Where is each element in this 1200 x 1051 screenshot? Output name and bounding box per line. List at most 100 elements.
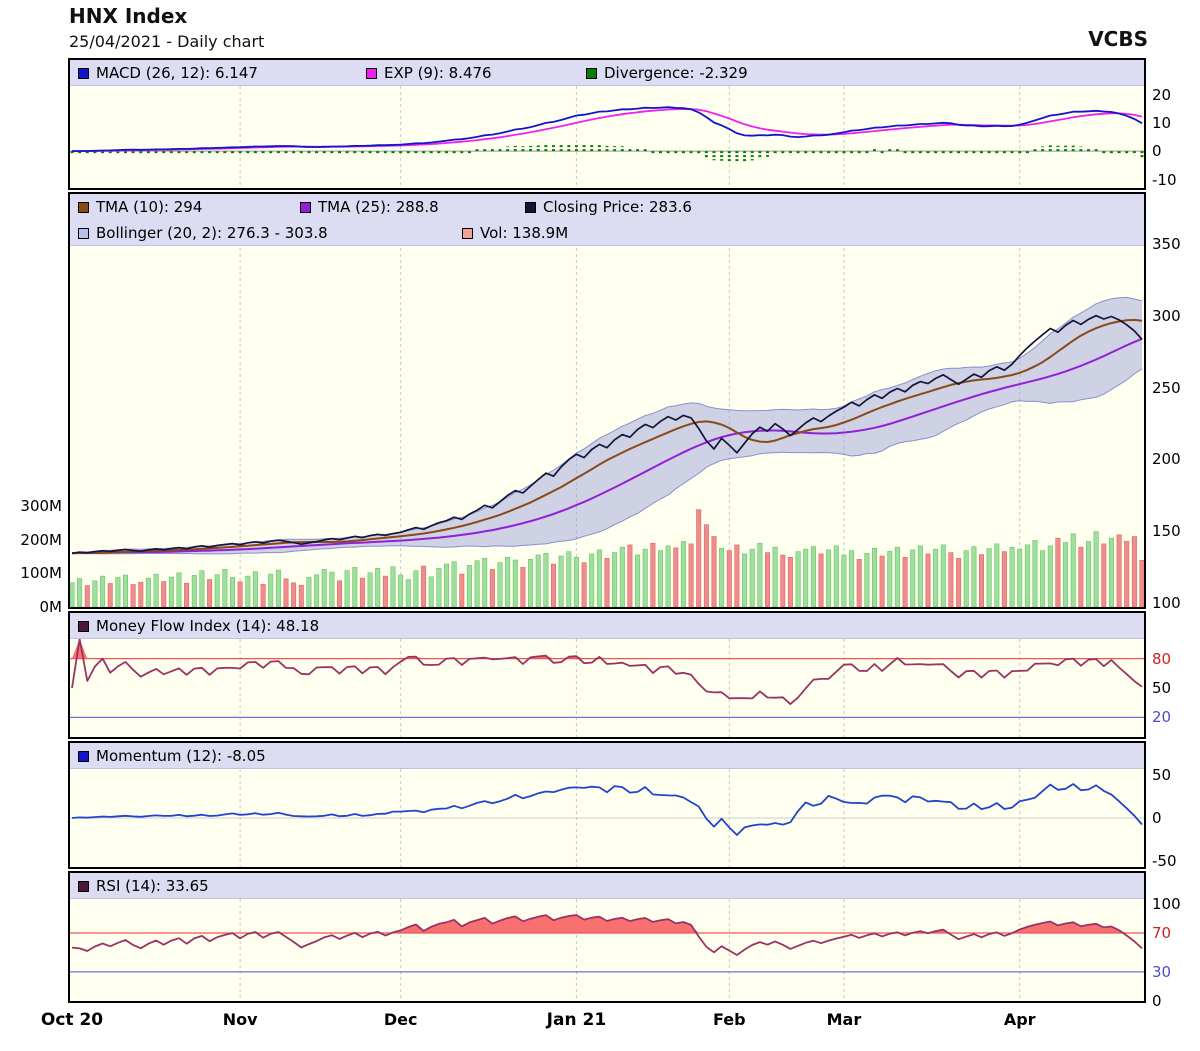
- volume-bar: [199, 570, 205, 607]
- mfi-legend-swatch: [78, 620, 89, 632]
- volume-bar: [512, 559, 518, 607]
- volume-bar: [214, 574, 220, 607]
- volume-bar: [1024, 544, 1030, 607]
- volume-bar: [642, 548, 648, 607]
- price-axis-label: 300: [1152, 306, 1181, 325]
- volume-bar: [1078, 546, 1084, 607]
- volume-bar: [573, 556, 579, 607]
- tma10-legend: TMA (10): 294: [78, 194, 202, 220]
- volume-bar: [443, 563, 449, 607]
- volume-bar: [398, 574, 404, 607]
- price-axis-label: 150: [1152, 521, 1181, 540]
- volume-bar: [986, 548, 992, 607]
- momentum-legend-bar: Momentum (12): -8.05: [70, 743, 1144, 769]
- volume-bar: [849, 550, 855, 607]
- rsi-axis-label: 70: [1152, 924, 1172, 942]
- volume-bar: [130, 584, 136, 607]
- macd-panel: MACD (26, 12): 6.147 EXP (9): 8.476 Diverg…: [68, 58, 1146, 190]
- volume-bar: [77, 578, 83, 607]
- volume-bar: [1108, 537, 1114, 607]
- volume-bar: [283, 578, 289, 607]
- volume-bar: [833, 545, 839, 607]
- volume-bar: [100, 575, 106, 607]
- tma25-legend: TMA (25): 288.8: [300, 194, 439, 220]
- volume-bar: [558, 555, 564, 607]
- bollinger-legend: Bollinger (20, 2): 276.3 - 303.8: [78, 220, 328, 246]
- volume-bar: [489, 569, 495, 607]
- volume-bar: [1032, 540, 1038, 607]
- price-legend-bar: TMA (10): 294 TMA (25): 288.8 Closing Pric…: [70, 194, 1144, 246]
- volume-bar: [680, 541, 686, 607]
- volume-bar: [764, 552, 770, 607]
- macd-axis-label: 20: [1152, 85, 1172, 104]
- bollinger-band: [72, 297, 1142, 554]
- price-panel: TMA (10): 294 TMA (25): 288.8 Closing Pric…: [68, 192, 1146, 609]
- volume-bar: [291, 582, 297, 607]
- rsi-legend-label: RSI (14): 33.65: [96, 877, 209, 895]
- brand-logo: VCBS: [1088, 27, 1148, 51]
- vol-legend: Vol: 138.9M: [462, 220, 568, 246]
- volume-bar: [497, 562, 503, 607]
- tma25-legend-swatch: [300, 201, 311, 213]
- volume-bar: [803, 548, 809, 607]
- rsi-axis-label: 0: [1152, 992, 1162, 1010]
- volume-bar: [550, 563, 556, 607]
- volume-bar: [1063, 542, 1069, 607]
- rsi-axis-label: 30: [1152, 962, 1172, 981]
- mfi-axis-label: 20: [1152, 708, 1172, 727]
- momentum-plot: [70, 769, 1144, 867]
- volume-bar: [535, 554, 541, 607]
- volume-bar: [314, 574, 320, 607]
- x-axis-label: Jan 21: [546, 1010, 607, 1030]
- exp-legend-label: EXP (9): 8.476: [384, 64, 492, 82]
- mfi-plot: [70, 638, 1144, 737]
- volume-bar: [956, 557, 962, 607]
- volume-bar: [665, 545, 671, 607]
- rsi-plot: [70, 899, 1144, 1001]
- volume-bar: [719, 547, 725, 607]
- rsi-panel: RSI (14): 33.65: [68, 871, 1146, 1003]
- volume-bar: [336, 580, 342, 607]
- volume-bar: [466, 565, 472, 607]
- bollinger-lower: [71, 368, 1143, 555]
- macd-plot: [70, 86, 1144, 188]
- volume-bar: [306, 577, 312, 607]
- volume-bar: [971, 546, 977, 607]
- price-plot: [70, 194, 1144, 607]
- closing-price-legend: Closing Price: 283.6: [525, 194, 692, 220]
- volume-bar: [787, 556, 793, 607]
- volume-bar: [421, 565, 427, 607]
- price-axis-label: 100: [1152, 593, 1181, 612]
- volume-bar: [367, 572, 373, 607]
- volume-bar: [596, 549, 602, 607]
- divergence-legend-swatch: [586, 67, 597, 79]
- macd-legend: MACD (26, 12): 6.147: [78, 60, 258, 86]
- rsi-axis-label: 100: [1152, 894, 1181, 913]
- volume-bar: [520, 567, 526, 607]
- x-axis-label: Dec: [383, 1010, 418, 1029]
- volume-bar: [933, 548, 939, 607]
- price-axis-label: 350: [1152, 235, 1181, 254]
- volume-bar: [619, 546, 625, 607]
- exp-legend-swatch: [366, 67, 377, 79]
- mfi-axis-label: 80: [1152, 649, 1172, 668]
- volume-bar: [657, 550, 663, 607]
- chart-title: HNX Index: [69, 4, 188, 28]
- volume-bar: [864, 552, 870, 607]
- tma10-line: [71, 318, 1143, 555]
- x-axis-label: Oct 20: [40, 1010, 104, 1030]
- volume-bar: [1124, 540, 1130, 607]
- volume-bar: [344, 570, 350, 607]
- tma10-legend-swatch: [78, 201, 89, 213]
- volume-bar: [145, 577, 151, 607]
- volume-bar: [1055, 537, 1061, 607]
- volume-bar: [795, 551, 801, 607]
- volume-bar: [528, 558, 534, 607]
- volume-bar: [1085, 541, 1091, 607]
- volume-bar: [1131, 536, 1137, 607]
- volume-bar: [925, 553, 931, 607]
- volume-axis-label: 200M: [20, 530, 62, 549]
- tma25-line: [71, 337, 1143, 555]
- price-axis-label: 200: [1152, 450, 1181, 469]
- volume-bar: [1047, 545, 1053, 607]
